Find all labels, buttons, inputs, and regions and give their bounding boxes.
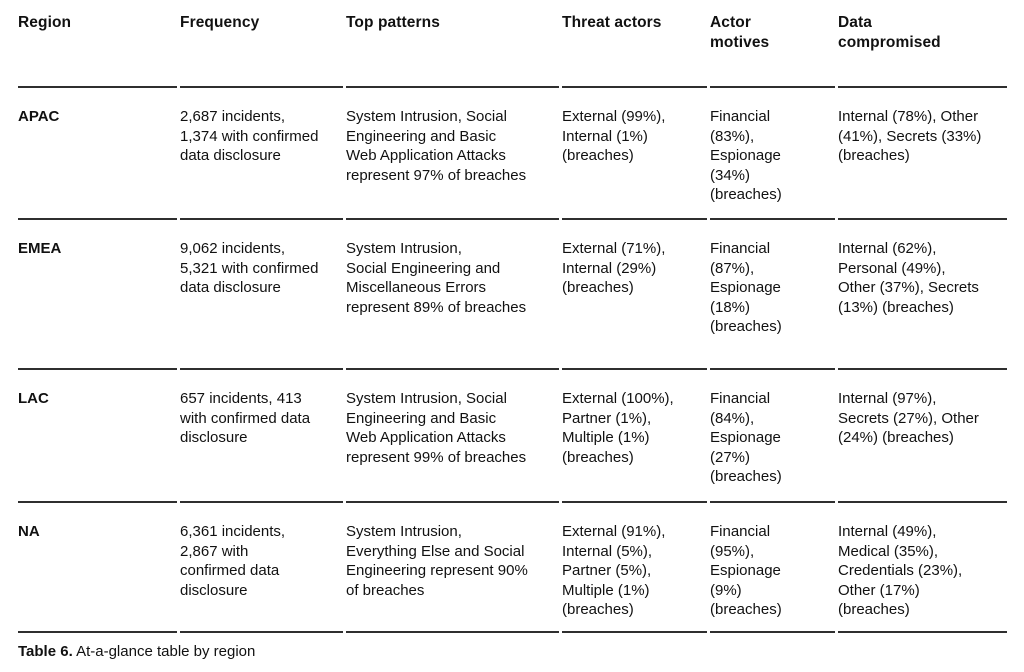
cell-top-patterns: System Intrusion, Social Engineering and…	[346, 220, 559, 370]
table-header-row: Region Frequency Top patterns Threat act…	[18, 0, 1007, 88]
cell-region: EMEA	[18, 220, 177, 370]
cell-data-compromised: Internal (78%), Other (41%), Secrets (33…	[838, 88, 1007, 220]
cell-actor-motives: Financial (87%), Espionage (18%) (breach…	[710, 220, 835, 370]
table-row-lac: LAC 657 incidents, 413 with confirmed da…	[18, 370, 1007, 503]
cell-data-compromised: Internal (49%), Medical (35%), Credentia…	[838, 503, 1007, 633]
cell-data-compromised: Internal (97%), Secrets (27%), Other (24…	[838, 370, 1007, 503]
cell-top-patterns: System Intrusion, Social Engineering and…	[346, 370, 559, 503]
header-cell-region: Region	[18, 0, 177, 88]
cell-top-patterns: System Intrusion, Social Engineering and…	[346, 88, 559, 220]
cell-data-compromised: Internal (62%), Personal (49%), Other (3…	[838, 220, 1007, 370]
table-caption: Table 6. At-a-glance table by region	[18, 642, 1010, 662]
header-cell-top-patterns: Top patterns	[346, 0, 559, 88]
cell-threat-actors: External (99%), Internal (1%) (breaches)	[562, 88, 707, 220]
cell-region: NA	[18, 503, 177, 633]
header-cell-frequency: Frequency	[180, 0, 343, 88]
header-cell-data-compromised: Data compromised	[838, 0, 1007, 88]
cell-frequency: 9,062 incidents, 5,321 with confirmed da…	[180, 220, 343, 370]
cell-frequency: 6,361 incidents, 2,867 with confirmed da…	[180, 503, 343, 633]
cell-threat-actors: External (91%), Internal (5%), Partner (…	[562, 503, 707, 633]
cell-frequency: 2,687 incidents, 1,374 with confirmed da…	[180, 88, 343, 220]
header-cell-threat-actors: Threat actors	[562, 0, 707, 88]
table-row-emea: EMEA 9,062 incidents, 5,321 with confirm…	[18, 220, 1007, 370]
cell-region: LAC	[18, 370, 177, 503]
cell-top-patterns: System Intrusion, Everything Else and So…	[346, 503, 559, 633]
table-row-na: NA 6,361 incidents, 2,867 with confirmed…	[18, 503, 1007, 633]
cell-actor-motives: Financial (83%), Espionage (34%) (breach…	[710, 88, 835, 220]
table-caption-text: At-a-glance table by region	[72, 643, 256, 660]
at-a-glance-region-table: Region Frequency Top patterns Threat act…	[15, 0, 1010, 633]
cell-frequency: 657 incidents, 413 with confirmed data d…	[180, 370, 343, 503]
cell-threat-actors: External (71%), Internal (29%) (breaches…	[562, 220, 707, 370]
cell-actor-motives: Financial (84%), Espionage (27%) (breach…	[710, 370, 835, 503]
table-caption-number: Table 6.	[18, 643, 73, 660]
cell-threat-actors: External (100%), Partner (1%), Multiple …	[562, 370, 707, 503]
cell-region: APAC	[18, 88, 177, 220]
table-row-apac: APAC 2,687 incidents, 1,374 with confirm…	[18, 88, 1007, 220]
cell-actor-motives: Financial (95%), Espionage (9%) (breache…	[710, 503, 835, 633]
header-cell-actor-motives: Actor motives	[710, 0, 835, 88]
